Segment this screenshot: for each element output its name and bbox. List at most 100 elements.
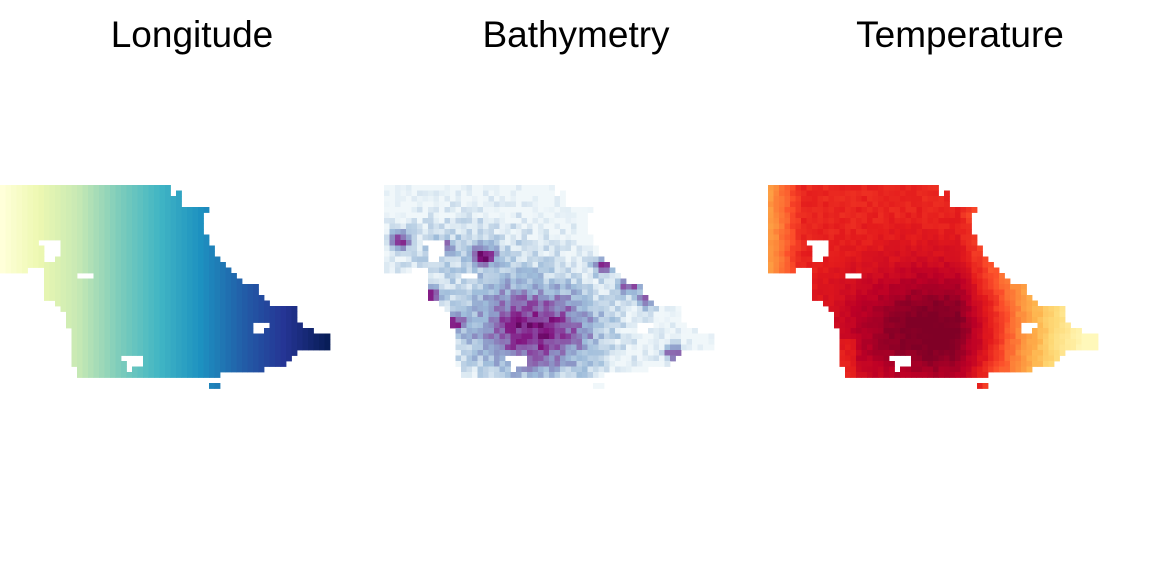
bathymetry-cell (477, 273, 484, 279)
temperature-cell (894, 185, 901, 191)
longitude-cell (44, 278, 50, 285)
temperature-cell (977, 245, 983, 252)
temperature-cell (839, 300, 846, 307)
longitude-cell (104, 284, 111, 290)
bathymetry-cell (444, 284, 451, 290)
longitude-cell (319, 339, 325, 345)
longitude-cell (198, 300, 204, 307)
temperature-cell (894, 289, 901, 296)
longitude-cell (203, 251, 210, 257)
bathymetry-cell (389, 245, 396, 252)
bathymetry-cell (560, 218, 566, 224)
temperature-cell (856, 278, 862, 285)
longitude-cell (49, 185, 56, 191)
bathymetry-cell (653, 306, 660, 312)
bathymetry-cell (472, 185, 478, 191)
temperature-cell (1059, 350, 1066, 356)
longitude-cell (165, 218, 171, 224)
temperature-cell (944, 366, 950, 373)
longitude-cell (44, 185, 50, 191)
bathymetry-cell (582, 218, 588, 224)
longitude-cell (82, 278, 89, 285)
longitude-cell (220, 306, 226, 312)
temperature-cell (850, 328, 857, 334)
bathymetry-cell (411, 212, 418, 219)
longitude-cell (214, 372, 221, 378)
bathymetry-cell (395, 196, 401, 202)
bathymetry-cell (532, 295, 539, 301)
longitude-cell (33, 251, 39, 257)
longitude-cell (55, 278, 61, 285)
temperature-cell (894, 229, 901, 235)
bathymetry-cell (466, 185, 473, 191)
longitude-cell (82, 289, 89, 296)
bathymetry-cell (527, 267, 533, 274)
temperature-cell (883, 311, 890, 318)
longitude-cell (55, 262, 61, 268)
longitude-cell (286, 328, 292, 334)
bathymetry-cell (620, 311, 627, 318)
longitude-cell (148, 333, 155, 340)
longitude-cell (132, 372, 138, 378)
longitude-cell (148, 311, 155, 318)
temperature-cell (971, 273, 978, 279)
longitude-cell (44, 223, 50, 230)
temperature-cell (872, 256, 879, 263)
bathymetry-cell (510, 339, 517, 345)
longitude-cell (154, 295, 160, 301)
temperature-cell (938, 201, 945, 208)
bathymetry-cell (417, 207, 423, 213)
temperature-cell (988, 344, 994, 351)
temperature-cell (927, 245, 934, 252)
bathymetry-cell (444, 300, 451, 307)
bathymetry-cell (598, 267, 605, 274)
temperature-cell (949, 284, 956, 290)
bathymetry-cell (560, 355, 566, 362)
temperature-cell (949, 289, 956, 296)
longitude-cell (99, 366, 105, 373)
longitude-cell (71, 273, 78, 279)
temperature-cell (878, 306, 884, 312)
bathymetry-cell (483, 229, 489, 235)
bathymetry-cell (433, 234, 440, 241)
temperature-cell (872, 333, 879, 340)
temperature-cell (977, 295, 983, 301)
longitude-cell (176, 240, 182, 246)
bathymetry-cell (494, 339, 500, 345)
temperature-cell (850, 278, 857, 285)
longitude-cell (66, 196, 72, 202)
bathymetry-cell (494, 322, 500, 329)
temperature-cell (845, 278, 851, 285)
bathymetry-cell (455, 256, 462, 263)
longitude-cell (55, 229, 61, 235)
temperature-cell (927, 289, 934, 296)
longitude-cell (143, 201, 149, 208)
longitude-cell (297, 339, 303, 345)
bathymetry-cell (532, 262, 539, 268)
bathymetry-cell (576, 355, 583, 362)
longitude-cell (297, 322, 303, 329)
temperature-cell (916, 311, 923, 318)
longitude-cell (82, 234, 89, 241)
longitude-cell (93, 284, 100, 290)
longitude-cell (154, 256, 160, 263)
bathymetry-cell (593, 333, 599, 340)
longitude-cell (143, 355, 149, 362)
temperature-cell (900, 328, 906, 334)
longitude-cell (11, 240, 17, 246)
bathymetry-cell (494, 245, 500, 252)
longitude-cell (93, 344, 100, 351)
longitude-cell (126, 240, 133, 246)
bathymetry-cell (543, 245, 550, 252)
bathymetry-cell (494, 328, 500, 334)
bathymetry-cell (670, 344, 676, 351)
longitude-cell (121, 240, 127, 246)
longitude-cell (77, 256, 83, 263)
temperature-cell (900, 306, 906, 312)
temperature-cell (960, 339, 967, 345)
longitude-cell (82, 317, 89, 323)
bathymetry-cell (582, 251, 588, 257)
bathymetry-cell (703, 339, 709, 345)
bathymetry-cell (505, 300, 511, 307)
bathymetry-cell (560, 372, 566, 378)
